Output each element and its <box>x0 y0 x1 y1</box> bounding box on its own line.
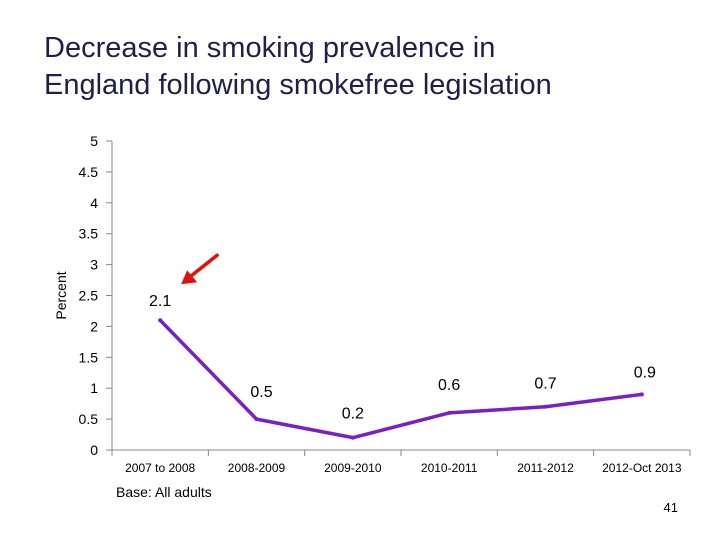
data-point <box>350 435 355 440</box>
x-tick-label: 2011-2012 <box>517 461 574 475</box>
y-tick-label: 5 <box>90 133 98 149</box>
data-point <box>543 404 548 409</box>
y-tick-label: 3.5 <box>79 226 99 242</box>
x-tick-label: 2010-2011 <box>421 461 478 475</box>
data-label: 0.2 <box>342 406 364 423</box>
y-tick-label: 4.5 <box>79 164 99 180</box>
data-label: 0.5 <box>250 384 272 401</box>
y-tick-label: 4 <box>90 195 98 211</box>
x-tick-label: 2007 to 2008 <box>125 461 195 475</box>
data-label: 0.9 <box>634 364 656 381</box>
x-tick-label: 2009-2010 <box>324 461 382 475</box>
chart-title-line-2: England following smokefree legislation <box>44 69 552 101</box>
y-tick-label: 0.5 <box>79 411 99 427</box>
y-tick-label: 1.5 <box>79 349 99 365</box>
page-number: 41 <box>663 500 678 515</box>
chart-title: Decrease in smoking prevalence in Englan… <box>44 30 684 104</box>
data-point <box>639 392 644 397</box>
data-label: 0.6 <box>438 377 460 394</box>
y-axis-label: Percent <box>53 271 69 319</box>
chart-title-line-1: Decrease in smoking prevalence in <box>44 32 496 64</box>
data-point <box>254 417 259 422</box>
y-tick-label: 2.5 <box>79 288 99 304</box>
footnote: Base: All adults <box>116 484 212 500</box>
annotation-arrow-shaft <box>186 253 219 280</box>
y-tick-label: 3 <box>90 257 98 273</box>
data-label: 0.7 <box>534 376 556 393</box>
data-label: 2.1 <box>149 293 171 310</box>
annotation-arrow-head <box>181 270 198 285</box>
x-tick-label: 2008-2009 <box>228 461 286 475</box>
data-point <box>158 318 163 323</box>
x-tick-label: 2012-Oct 2013 <box>602 461 682 475</box>
series-line <box>158 318 644 440</box>
y-tick-label: 0 <box>90 442 98 458</box>
y-tick-label: 2 <box>90 318 98 334</box>
data-point <box>447 410 452 415</box>
y-tick-label: 1 <box>90 380 98 396</box>
